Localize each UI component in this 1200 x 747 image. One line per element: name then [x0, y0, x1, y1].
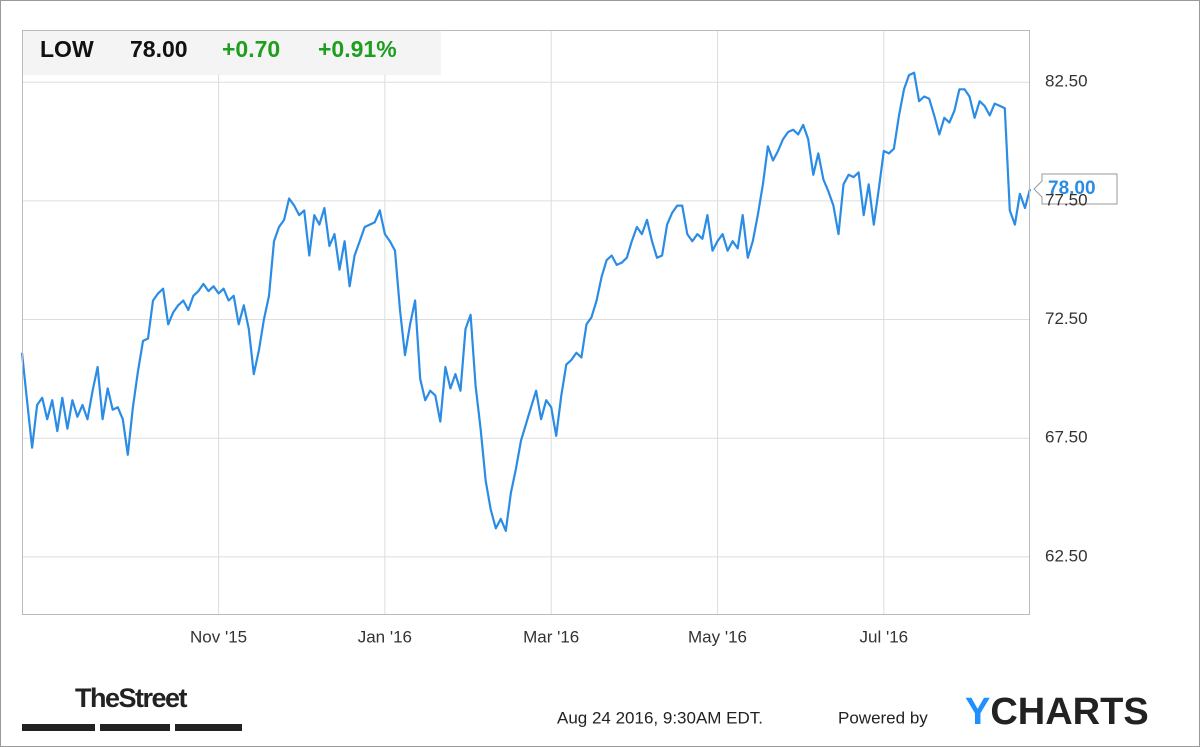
logo-bar [100, 724, 170, 731]
price-flag-label: 78.00 [1048, 178, 1096, 199]
y-tick-label: 77.50 [1045, 190, 1088, 209]
logo-bar [22, 724, 95, 731]
powered-by: Powered by [838, 708, 928, 727]
x-tick-label: Nov '15 [190, 627, 247, 646]
y-tick-label: 67.50 [1045, 428, 1088, 447]
plot-area [20, 30, 1032, 615]
x-tick-label: Jul '16 [860, 627, 909, 646]
x-tick-label: Jan '16 [358, 627, 412, 646]
change-pct: +0.91% [318, 36, 397, 62]
logo-bar [175, 724, 242, 731]
symbol: LOW [40, 36, 94, 62]
brand-y: Y [965, 691, 990, 733]
plot-border [22, 30, 1030, 615]
y-tick-label: 72.50 [1045, 309, 1088, 328]
source-logo: TheStreet [75, 683, 188, 713]
brand-logo: YCHARTS [965, 691, 1149, 733]
price: 78.00 [130, 36, 188, 62]
y-tick-label: 62.50 [1045, 546, 1088, 565]
price-flag-box [1033, 173, 1118, 205]
price-flag: 78.00 [1033, 173, 1118, 205]
timestamp: Aug 24 2016, 9:30AM EDT. [557, 708, 763, 727]
price-line [20, 71, 1032, 532]
x-tick-label: May '16 [688, 627, 747, 646]
change: +0.70 [222, 36, 280, 62]
header-box [23, 31, 441, 75]
x-tick-label: Mar '16 [523, 627, 579, 646]
brand-rest: CHARTS [990, 691, 1148, 733]
y-tick-label: 82.50 [1045, 72, 1088, 91]
